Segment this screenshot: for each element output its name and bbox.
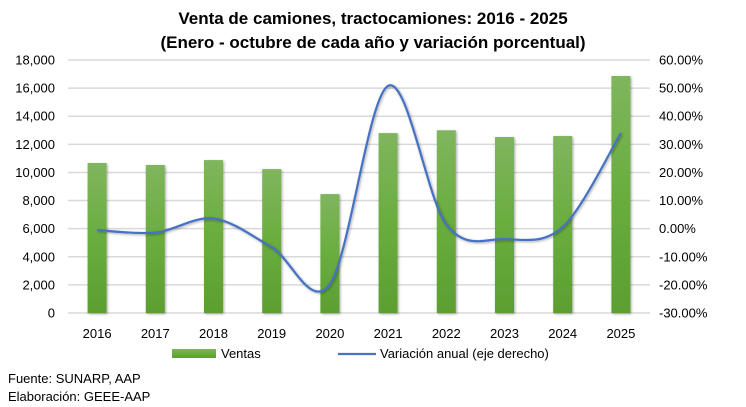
bar-ventas-2025 (611, 76, 631, 313)
bar-ventas-2018 (204, 160, 223, 313)
line-variacion-anual (97, 84, 622, 293)
right-tick-label: -30.00% (659, 306, 708, 321)
left-tick-label: 8,000 (22, 193, 55, 208)
x-tick-label: 2025 (606, 326, 635, 341)
left-tick-label: 14,000 (15, 109, 55, 124)
legend: Ventas Variación anual (eje derecho) (172, 346, 549, 361)
right-tick-label: 50.00% (659, 81, 704, 96)
left-tick-label: 0 (48, 306, 55, 321)
footer-source: Fuente: SUNARP, AAP (8, 371, 141, 386)
legend-label-variacion: Variación anual (eje derecho) (380, 346, 549, 361)
chart-title-line-1: Venta de camiones, tractocamiones: 2016 … (178, 9, 567, 28)
left-tick-label: 18,000 (15, 53, 55, 68)
left-tick-label: 12,000 (15, 137, 55, 152)
right-tick-label: 20.00% (659, 165, 704, 180)
bar-ventas-2023 (495, 137, 514, 313)
right-tick-label: 60.00% (659, 53, 704, 68)
bar-ventas-2019 (262, 169, 282, 313)
left-tick-label: 10,000 (15, 165, 55, 180)
legend-label-ventas: Ventas (221, 346, 261, 361)
right-tick-label: 40.00% (659, 109, 704, 124)
left-tick-label: 4,000 (22, 249, 55, 264)
bars-ventas (87, 76, 631, 313)
footer-elaboration: Elaboración: GEEE-AAP (8, 389, 150, 404)
x-tick-label: 2021 (374, 326, 403, 341)
x-tick-label: 2022 (432, 326, 461, 341)
chart-title-line-2: (Enero - octubre de cada año y variación… (160, 33, 585, 52)
left-tick-label: 16,000 (15, 81, 55, 96)
right-tick-label: 0.00% (659, 221, 696, 236)
left-tick-label: 2,000 (22, 277, 55, 292)
right-tick-label: 10.00% (659, 193, 704, 208)
x-axis-ticks: 2016 2017 2018 2019 2020 2021 2022 2023 2024 2025 (83, 326, 636, 341)
x-tick-label: 2020 (315, 326, 344, 341)
x-tick-label: 2016 (83, 326, 112, 341)
right-tick-label: 30.00% (659, 137, 704, 152)
x-tick-label: 2023 (490, 326, 519, 341)
right-tick-label: -10.00% (659, 249, 708, 264)
left-axis-ticks: 0 2,000 4,000 6,000 8,000 10,000 12,000 14,000 1… (15, 53, 55, 321)
x-tick-label: 2019 (257, 326, 286, 341)
legend-swatch-ventas (172, 349, 216, 358)
bar-ventas-2022 (436, 130, 456, 313)
left-tick-label: 6,000 (22, 221, 55, 236)
bar-ventas-2017 (145, 164, 165, 313)
x-tick-label: 2017 (141, 326, 170, 341)
bar-ventas-2020 (320, 194, 340, 313)
x-tick-label: 2024 (548, 326, 577, 341)
bar-ventas-2016 (87, 163, 107, 313)
bar-ventas-2024 (553, 136, 573, 313)
gridlines (68, 59, 650, 314)
right-tick-label: -20.00% (659, 277, 708, 292)
bar-ventas-2021 (378, 133, 398, 313)
right-axis-ticks: -30.00% -20.00% -10.00% 0.00% 10.00% 20.00% 30… (659, 53, 708, 321)
x-tick-label: 2018 (199, 326, 228, 341)
